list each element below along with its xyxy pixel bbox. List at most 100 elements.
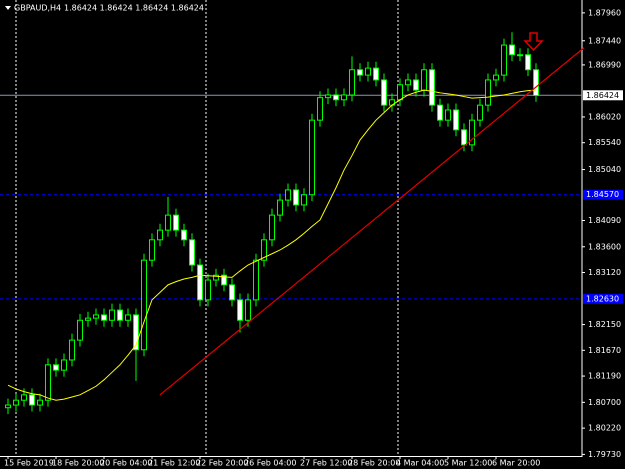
candle-body — [37, 399, 43, 406]
level-label-box — [583, 293, 623, 304]
candle-body — [149, 239, 155, 261]
candle-body — [21, 394, 27, 401]
candle-body — [277, 199, 283, 216]
y-tick-label: 1.81670 — [588, 346, 621, 355]
candle-body — [397, 84, 403, 101]
candle-body — [333, 94, 339, 101]
candle-body — [85, 317, 91, 321]
y-tick-label: 1.79730 — [588, 450, 621, 459]
candle-body — [69, 339, 75, 361]
candle-body — [197, 264, 203, 301]
candle-body — [429, 69, 435, 106]
trendline — [159, 47, 585, 396]
chart-title: GBPAUD,H4 — [14, 4, 61, 13]
y-tick-label: 1.86990 — [588, 60, 621, 69]
x-tick-label: 18 Feb 20:00 — [52, 459, 104, 468]
candle-body — [373, 67, 379, 81]
level-label-box — [583, 90, 623, 101]
y-tick-label: 1.83600 — [588, 242, 621, 251]
candle-body — [357, 69, 363, 76]
x-tick-label: 15 Feb 2019 — [4, 459, 54, 468]
y-tick-label: 1.80700 — [588, 398, 621, 407]
y-tick-label: 1.87960 — [588, 8, 621, 17]
candle-body — [461, 129, 467, 146]
symbol-icon — [5, 6, 11, 10]
candle-body — [13, 399, 19, 406]
candle-body — [157, 229, 163, 241]
candle-body — [413, 79, 419, 91]
x-tick-label: 4 Mar 04:00 — [396, 459, 444, 468]
candle-body — [317, 97, 323, 121]
candle-body — [133, 314, 139, 351]
candle-body — [349, 69, 355, 96]
x-tick-label: 5 Mar 12:00 — [444, 459, 492, 468]
candle-body — [245, 299, 251, 321]
y-tick-label: 1.85540 — [588, 138, 621, 147]
candle-body — [485, 79, 491, 106]
candle-body — [221, 274, 227, 286]
candle-body — [253, 259, 259, 301]
y-tick-label: 1.84090 — [588, 216, 621, 225]
candle-body — [437, 104, 443, 121]
level-label: 1.86424 — [586, 91, 619, 100]
candle-body — [501, 44, 507, 76]
y-tick-label: 1.82150 — [588, 320, 621, 329]
candle-body — [509, 44, 515, 56]
candle-body — [453, 109, 459, 131]
candle-body — [29, 394, 35, 406]
candle-body — [173, 214, 179, 231]
candle-body — [493, 74, 499, 81]
ohlc-label: 1.86424 1.86424 1.86424 1.86424 — [64, 4, 204, 13]
candle-body — [109, 309, 115, 321]
candle-body — [469, 119, 475, 146]
y-tick-label: 1.80220 — [588, 424, 621, 433]
candle-body — [229, 284, 235, 301]
candle-body — [477, 104, 483, 121]
x-tick-label: 27 Feb 12:00 — [300, 459, 352, 468]
candle-body — [205, 279, 211, 301]
candle-body — [261, 239, 267, 261]
candle-body — [125, 314, 131, 321]
candle-body — [365, 67, 371, 76]
candle-body — [325, 94, 331, 99]
candle-body — [181, 229, 187, 241]
candle-body — [293, 189, 299, 206]
candle-body — [341, 94, 347, 101]
candle-body — [61, 359, 67, 371]
candle-body — [421, 69, 427, 91]
candle-body — [93, 314, 99, 319]
candle-body — [525, 54, 531, 71]
level-label: 1.82630 — [586, 294, 619, 303]
candle-body — [53, 364, 59, 371]
candle-body — [45, 364, 51, 401]
y-tick-label: 1.83120 — [588, 268, 621, 277]
candle-body — [165, 214, 171, 231]
y-tick-label: 1.87440 — [588, 36, 621, 45]
candle-body — [77, 319, 83, 341]
candle-body — [285, 189, 291, 201]
candle-body — [405, 79, 411, 86]
candle-body — [445, 109, 451, 121]
x-tick-label: 21 Feb 12:00 — [148, 459, 200, 468]
arrow-annotation — [523, 32, 544, 52]
x-tick-label: 20 Feb 04:00 — [100, 459, 152, 468]
separators — [15, 0, 399, 456]
candle-body — [189, 239, 195, 266]
candle-body — [237, 299, 243, 321]
candle-body — [141, 259, 147, 351]
x-tick-label: 26 Feb 04:00 — [244, 459, 296, 468]
candle-body — [117, 309, 123, 321]
candle-body — [301, 194, 307, 206]
x-tick-label: 6 Mar 20:00 — [492, 459, 540, 468]
moving-average — [7, 89, 537, 401]
candle-body — [309, 119, 315, 196]
candle-body — [381, 79, 387, 106]
candle-body — [517, 54, 523, 57]
candle-body — [101, 314, 107, 321]
x-tick-label: 28 Feb 20:00 — [348, 459, 400, 468]
candle-body — [269, 214, 275, 241]
candle-body — [5, 404, 11, 409]
level-label: 1.84570 — [586, 190, 619, 199]
y-tick-label: 1.85040 — [588, 165, 621, 174]
